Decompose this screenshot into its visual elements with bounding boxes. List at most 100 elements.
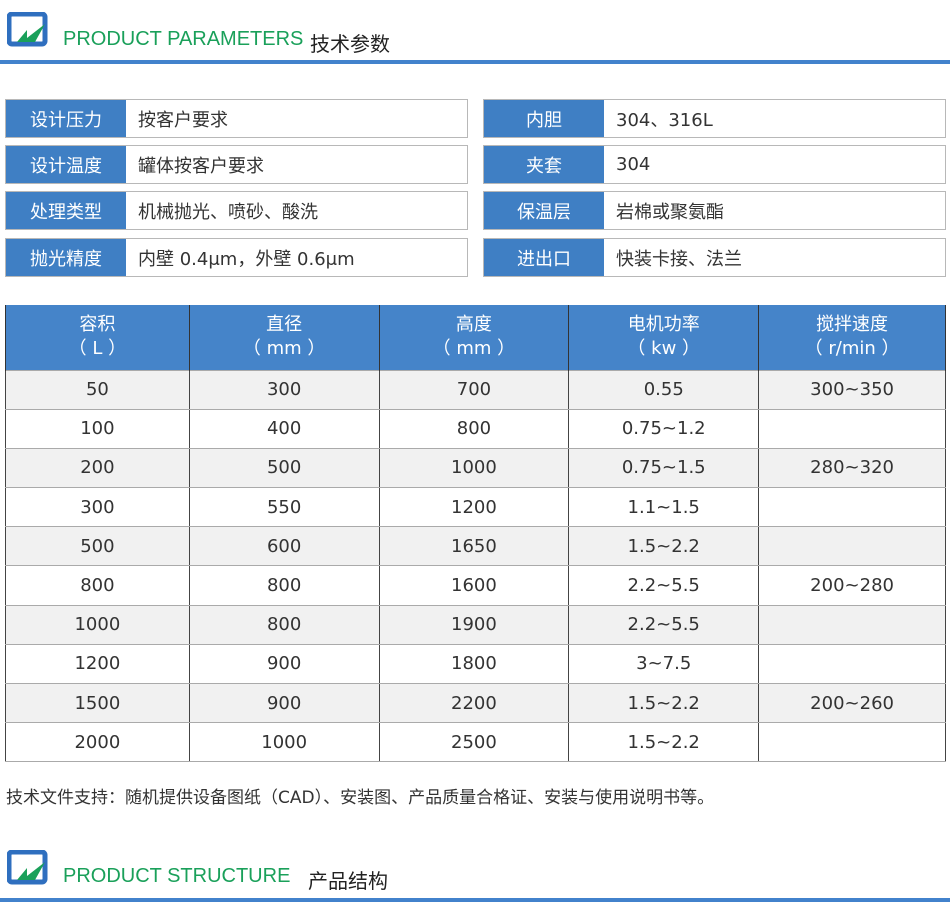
table-cell: 1000 bbox=[378, 447, 570, 489]
table-cell: 280~320 bbox=[758, 447, 946, 489]
table-cell: 1200 bbox=[5, 643, 190, 685]
divider bbox=[0, 898, 950, 902]
table-cell: 1650 bbox=[378, 526, 570, 567]
header-label: 电机功率 bbox=[627, 314, 700, 336]
table-cell: 200 bbox=[5, 447, 190, 489]
header-unit: （ L ） bbox=[68, 338, 127, 360]
spec-label: 保温层 bbox=[484, 192, 604, 229]
table-row: 1000 800 1900 2.2~5.5 bbox=[5, 604, 946, 645]
spec-value: 快装卡接、法兰 bbox=[616, 248, 742, 270]
header-unit: （ kw ） bbox=[627, 338, 701, 360]
table-cell: 2.2~5.5 bbox=[568, 604, 760, 645]
table-cell: 300 bbox=[5, 487, 190, 528]
header-unit: （ r/min ） bbox=[804, 338, 900, 360]
parameter-table: 容积（ L ）直径（ mm ）高度（ mm ）电机功率（ kw ）搅拌速度（ r… bbox=[5, 305, 946, 763]
table-cell: 800 bbox=[188, 565, 380, 606]
column-header: 容积（ L ） bbox=[5, 305, 190, 370]
section-title-en: PRODUCT PARAMETERS bbox=[63, 28, 304, 50]
table-cell: 1000 bbox=[5, 604, 190, 645]
section-title-cn: 产品结构 bbox=[308, 869, 388, 893]
table-cell: 1.5~2.2 bbox=[568, 722, 760, 763]
logo-icon bbox=[7, 850, 48, 885]
section-header-parameters: PRODUCT PARAMETERS 技术参数 bbox=[0, 0, 950, 60]
header-label: 搅拌速度 bbox=[816, 314, 889, 336]
logo-icon bbox=[7, 12, 48, 47]
spec-value: 内壁 0.4μm，外壁 0.6μm bbox=[138, 248, 355, 270]
table-cell: 300~350 bbox=[758, 369, 946, 410]
spec-row: 设计压力 按客户要求 bbox=[5, 99, 468, 138]
table-cell: 3~7.5 bbox=[568, 643, 760, 685]
spec-row: 夹套 304 bbox=[483, 145, 946, 184]
column-header: 搅拌速度（ r/min ） bbox=[758, 305, 946, 370]
table-cell: 550 bbox=[188, 487, 380, 528]
table-cell: 600 bbox=[188, 526, 380, 567]
column-header: 直径（ mm ） bbox=[188, 305, 380, 370]
table-row: 200 500 1000 0.75~1.5 280~320 bbox=[5, 447, 946, 489]
table-cell: 1200 bbox=[378, 487, 570, 528]
table-cell: 1.1~1.5 bbox=[568, 487, 760, 528]
table-cell: 500 bbox=[5, 526, 190, 567]
table-row: 300 550 1200 1.1~1.5 bbox=[5, 487, 946, 528]
table-cell: 0.75~1.2 bbox=[568, 408, 760, 449]
spec-value: 机械抛光、喷砂、酸洗 bbox=[138, 201, 318, 223]
table-cell: 1800 bbox=[378, 643, 570, 685]
table-cell: 800 bbox=[5, 565, 190, 606]
spec-value: 罐体按客户要求 bbox=[138, 155, 264, 177]
column-header: 电机功率（ kw ） bbox=[568, 305, 760, 370]
header-label: 直径 bbox=[266, 314, 303, 336]
header-unit: （ mm ） bbox=[242, 338, 326, 360]
table-row: 2000 1000 2500 1.5~2.2 bbox=[5, 722, 946, 763]
spec-label: 进出口 bbox=[484, 239, 604, 276]
spec-row: 保温层 岩棉或聚氨酯 bbox=[483, 191, 946, 230]
table-cell: 1500 bbox=[5, 682, 190, 724]
header-unit: （ mm ） bbox=[432, 338, 516, 360]
table-cell: 300 bbox=[188, 369, 380, 410]
table-cell: 700 bbox=[378, 369, 570, 410]
section-title-en: PRODUCT STRUCTURE bbox=[63, 865, 291, 887]
table-cell: 1600 bbox=[378, 565, 570, 606]
table-cell: 900 bbox=[188, 682, 380, 724]
table-cell: 1900 bbox=[378, 604, 570, 645]
table-cell: 2500 bbox=[378, 722, 570, 763]
spec-value: 按客户要求 bbox=[138, 109, 228, 131]
spec-row: 进出口 快装卡接、法兰 bbox=[483, 238, 946, 277]
table-cell bbox=[758, 722, 946, 763]
header-label: 容积 bbox=[79, 314, 116, 336]
spec-label: 内胆 bbox=[484, 100, 604, 137]
spec-label: 设计温度 bbox=[6, 146, 126, 183]
table-cell: 0.55 bbox=[568, 369, 760, 410]
table-cell: 2000 bbox=[5, 722, 190, 763]
spec-label: 设计压力 bbox=[6, 100, 126, 137]
section-title-cn: 技术参数 bbox=[310, 32, 390, 56]
table-cell: 0.75~1.5 bbox=[568, 447, 760, 489]
spec-label: 处理类型 bbox=[6, 192, 126, 229]
table-cell: 50 bbox=[5, 369, 190, 410]
table-cell: 1000 bbox=[188, 722, 380, 763]
table-cell: 900 bbox=[188, 643, 380, 685]
divider bbox=[0, 60, 950, 64]
table-cell: 2200 bbox=[378, 682, 570, 724]
table-row: 100 400 800 0.75~1.2 bbox=[5, 408, 946, 449]
table-cell: 2.2~5.5 bbox=[568, 565, 760, 606]
table-cell: 200~280 bbox=[758, 565, 946, 606]
section-header-structure: PRODUCT STRUCTURE 产品结构 bbox=[0, 840, 950, 900]
table-cell: 1.5~2.2 bbox=[568, 526, 760, 567]
table-row: 1200 900 1800 3~7.5 bbox=[5, 643, 946, 685]
table-cell bbox=[758, 526, 946, 567]
spec-row: 处理类型 机械抛光、喷砂、酸洗 bbox=[5, 191, 468, 230]
table-cell bbox=[758, 643, 946, 685]
table-row: 1500 900 2200 1.5~2.2 200~260 bbox=[5, 682, 946, 724]
table-cell: 400 bbox=[188, 408, 380, 449]
spec-value: 304 bbox=[616, 154, 651, 175]
table-cell bbox=[758, 408, 946, 449]
header-label: 高度 bbox=[455, 314, 492, 336]
table-row: 50 300 700 0.55 300~350 bbox=[5, 369, 946, 410]
table-cell: 800 bbox=[378, 408, 570, 449]
table-row: 800 800 1600 2.2~5.5 200~280 bbox=[5, 565, 946, 606]
spec-label: 抛光精度 bbox=[6, 239, 126, 276]
table-cell: 500 bbox=[188, 447, 380, 489]
spec-row: 内胆 304、316L bbox=[483, 99, 946, 138]
table-cell: 1.5~2.2 bbox=[568, 682, 760, 724]
table-row: 500 600 1650 1.5~2.2 bbox=[5, 526, 946, 567]
column-header: 高度（ mm ） bbox=[378, 305, 570, 370]
